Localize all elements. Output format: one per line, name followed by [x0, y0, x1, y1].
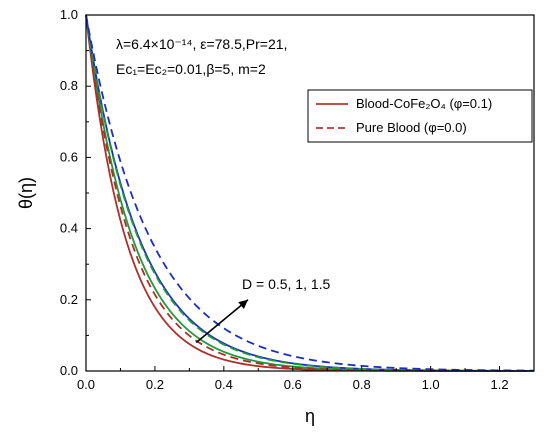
- y-tick-label: 0.8: [60, 78, 78, 93]
- trend-arrow-head: [238, 299, 248, 310]
- x-tick-label: 0.4: [215, 377, 233, 392]
- legend-label-blood-cofe2o4: Blood-CoFe₂O₄ (φ=0.1): [356, 96, 492, 111]
- arrow-label: D = 0.5, 1, 1.5: [242, 276, 331, 292]
- legend: Blood-CoFe₂O₄ (φ=0.1) Pure Blood (φ=0.0): [307, 89, 533, 143]
- x-tick-label: 0.8: [353, 377, 371, 392]
- legend-label-pure-blood: Pure Blood (φ=0.0): [356, 120, 467, 135]
- series-line: [85, 14, 534, 372]
- x-axis-title: η: [305, 406, 315, 426]
- x-tick-label: 0.2: [146, 377, 164, 392]
- x-tick-label: 1.2: [490, 377, 508, 392]
- y-tick-label: 0.6: [60, 149, 78, 164]
- tick-layer: 0.0 0.2 0.4 0.6 0.8 1.0 1.2 0.0 0.2 0.4 0.6 0.8 1.0: [60, 7, 509, 392]
- x-tick-label: 0.0: [77, 377, 95, 392]
- parameter-line-2: Ec₁=Ec₂=0.01,β=5, m=2: [116, 61, 266, 77]
- series-line: [85, 14, 534, 372]
- x-tick-label: 1.0: [422, 377, 440, 392]
- series-line: [85, 14, 535, 372]
- x-tick-label: 0.6: [284, 377, 302, 392]
- parameter-line-1: λ=6.4×10⁻¹⁴, ε=78.5,Pr=21,: [116, 36, 287, 52]
- legend-box: [307, 89, 533, 143]
- y-tick-label: 1.0: [60, 7, 78, 22]
- y-tick-label: 0.2: [60, 292, 78, 307]
- arrow-layer: [195, 299, 249, 344]
- y-tick-label: 0.0: [60, 363, 78, 378]
- trend-arrow-shaft: [195, 299, 249, 344]
- y-axis-title: θ(η): [16, 177, 36, 209]
- y-tick-label: 0.4: [60, 221, 78, 236]
